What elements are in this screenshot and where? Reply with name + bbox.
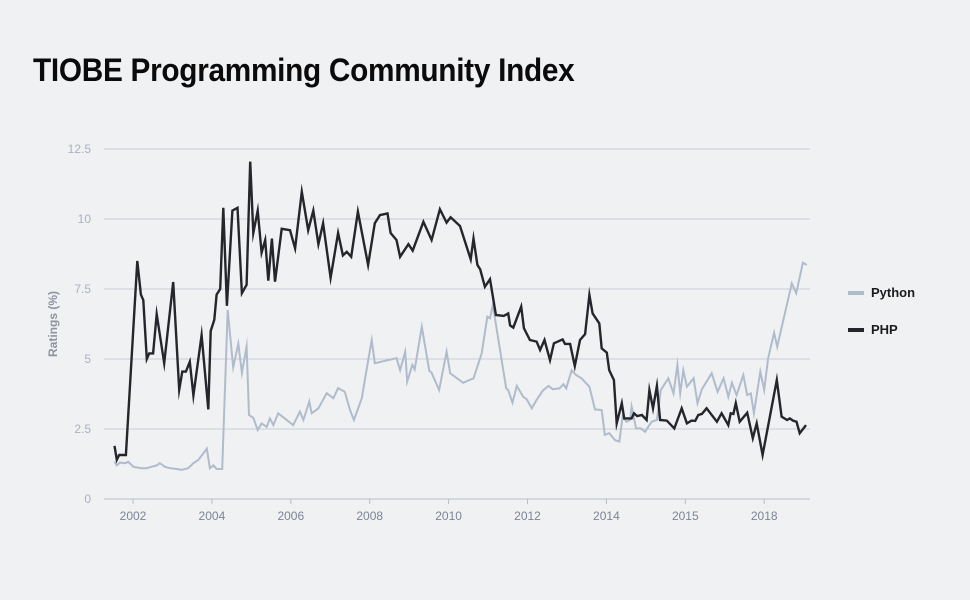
legend-item-python[interactable]: Python	[848, 285, 915, 300]
y-axis-label: Ratings (%)	[46, 291, 60, 357]
y-tick-label: 12.5	[68, 142, 92, 156]
x-tick-label: 2012	[514, 509, 541, 523]
x-tick-label: 2010	[435, 509, 462, 523]
x-tick-label: 2008	[356, 509, 383, 523]
y-tick-label: 2.5	[74, 422, 91, 436]
y-tick-label: 7.5	[74, 282, 91, 296]
y-tick-label: 10	[78, 212, 92, 226]
y-tick-label: 0	[84, 492, 91, 506]
series-lines	[113, 161, 808, 471]
x-tick-label: 2002	[120, 509, 147, 523]
x-tick-label: 2018	[751, 509, 778, 523]
x-tick-label: 2015	[672, 509, 699, 523]
chart-title: TIOBE Programming Community Index	[33, 52, 575, 88]
legend-label-php: PHP	[871, 322, 898, 337]
x-tick-label: 2004	[199, 509, 226, 523]
legend-swatch-python	[848, 290, 864, 295]
x-tick-label: 2014	[593, 509, 620, 523]
legend-swatch-php	[848, 327, 864, 332]
y-tick-label: 5	[84, 352, 91, 366]
legend-label-python: Python	[871, 285, 916, 300]
x-axis: 2002 2004 2006 2008 2010 2012 2014 2015 2018	[104, 498, 810, 523]
grid-lines	[104, 148, 810, 430]
x-tick-label: 2006	[277, 509, 304, 523]
legend-item-php[interactable]: PHP	[848, 322, 898, 337]
series-line-php	[113, 161, 807, 464]
y-axis-ticks: 0 2.5 5 7.5 10 12.5	[68, 142, 92, 506]
series-line-python	[113, 261, 808, 471]
